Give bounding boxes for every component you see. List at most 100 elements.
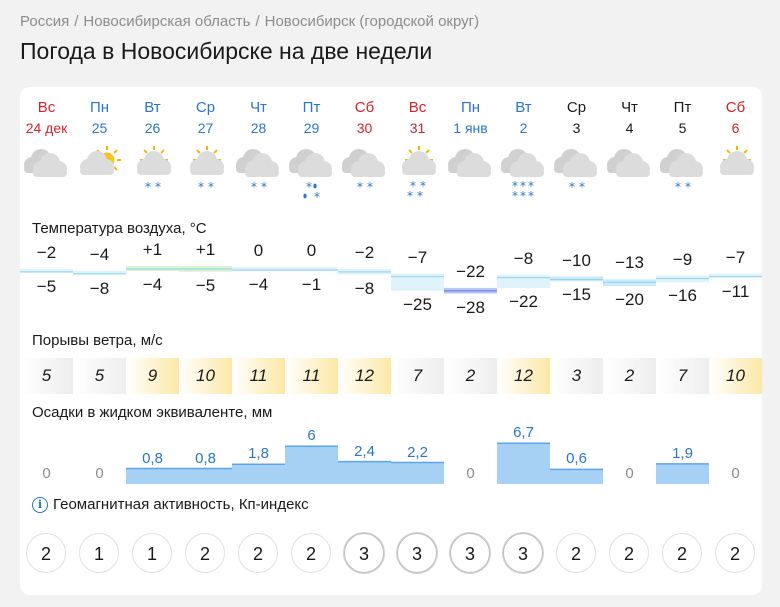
temperature-max: −9 bbox=[672, 249, 693, 269]
day-date: 5 bbox=[678, 120, 687, 136]
svg-text:*: * bbox=[357, 180, 363, 194]
svg-text:*: * bbox=[675, 180, 681, 194]
precipitation-bar bbox=[656, 463, 709, 484]
breadcrumb-separator: / bbox=[255, 13, 260, 30]
precipitation-bar bbox=[391, 462, 444, 484]
sun-cloud-icon bbox=[709, 145, 762, 205]
precipitation-value: 6 bbox=[307, 427, 316, 445]
svg-text:*: * bbox=[145, 180, 151, 194]
svg-text:*: * bbox=[520, 179, 526, 193]
kp-index-badge: 2 bbox=[185, 533, 225, 573]
wind-gust-value: 5 bbox=[73, 358, 126, 394]
breadcrumb-link-russia[interactable]: Россия bbox=[20, 13, 70, 30]
temperature-max: 0 bbox=[306, 241, 317, 260]
precipitation-value: 2,4 bbox=[354, 442, 375, 460]
day-column-header[interactable]: Ср 27 bbox=[179, 99, 232, 137]
temperature-min: −25 bbox=[403, 294, 432, 314]
day-date: 29 bbox=[303, 120, 320, 136]
precipitation-label: Осадки в жидком эквиваленте, мм bbox=[32, 404, 273, 421]
svg-text:*: * bbox=[579, 180, 585, 194]
temperature-min: −4 bbox=[248, 275, 269, 294]
day-column-header[interactable]: Сб 6 bbox=[709, 99, 762, 137]
day-column-header[interactable]: Пт 5 bbox=[656, 99, 709, 137]
day-date: 28 bbox=[250, 120, 267, 136]
kp-index-badge: 2 bbox=[26, 533, 66, 573]
temperature-bar bbox=[709, 273, 762, 278]
precipitation-value: 0,8 bbox=[142, 449, 163, 467]
precipitation-chart bbox=[126, 442, 709, 484]
svg-text:*: * bbox=[155, 180, 161, 194]
day-column-header[interactable]: Вт 2 bbox=[497, 99, 550, 137]
kp-index-badge: 3 bbox=[503, 533, 543, 573]
temperature-min: −11 bbox=[721, 281, 750, 301]
day-column-header[interactable]: Сб 30 bbox=[338, 99, 391, 137]
wind-gust-value: 10 bbox=[179, 358, 232, 394]
svg-text:*: * bbox=[306, 180, 312, 194]
svg-text:*: * bbox=[528, 189, 534, 203]
wind-gust-value: 2 bbox=[603, 358, 656, 394]
wind-gust-value: 7 bbox=[391, 358, 444, 394]
precipitation-bar bbox=[338, 461, 391, 484]
temperature-max: −7 bbox=[407, 247, 428, 267]
day-column-header[interactable]: Чт 4 bbox=[603, 99, 656, 137]
day-column-header[interactable]: Вс 31 bbox=[391, 99, 444, 137]
cloudy-icon: * * * * * * bbox=[497, 145, 550, 205]
temperature-max: +1 bbox=[195, 240, 216, 260]
wind-gust-value: 5 bbox=[20, 358, 73, 394]
precipitation-bar bbox=[550, 469, 603, 484]
day-of-week: Ср bbox=[566, 99, 587, 116]
cloudy-icon bbox=[20, 145, 73, 205]
temperature-bar bbox=[550, 276, 603, 282]
geomagnetic-label: Геомагнитная активность, Кп-индекс bbox=[53, 496, 309, 513]
day-of-week: Пн bbox=[89, 99, 110, 116]
precipitation-value: 0,6 bbox=[566, 450, 587, 468]
temperature-max: −8 bbox=[513, 248, 534, 268]
day-column-header[interactable]: Ср 3 bbox=[550, 99, 603, 137]
cloudy-icon: * * bbox=[656, 145, 709, 205]
svg-text:*: * bbox=[251, 180, 257, 194]
day-column-header[interactable]: Чт 28 bbox=[232, 99, 285, 137]
day-of-week: Вт bbox=[515, 99, 532, 116]
precipitation-value: 1,9 bbox=[672, 444, 693, 462]
temperature-min: −16 bbox=[668, 286, 697, 306]
day-date: 6 bbox=[731, 120, 740, 136]
wind-gust-value: 11 bbox=[285, 358, 338, 394]
day-column-header[interactable]: Пн 25 bbox=[73, 99, 126, 137]
day-column-header[interactable]: Вт 26 bbox=[126, 99, 179, 137]
day-column-header[interactable]: Вс 24 дек bbox=[20, 99, 73, 137]
svg-text:*: * bbox=[407, 189, 413, 203]
precipitation-value: 0 bbox=[466, 465, 475, 482]
temperature-min: −20 bbox=[615, 290, 644, 309]
breadcrumb-link-region[interactable]: Новосибирская область bbox=[83, 13, 251, 30]
day-of-week: Пн bbox=[460, 99, 481, 116]
day-of-week: Вт bbox=[144, 99, 161, 116]
breadcrumb-separator: / bbox=[74, 13, 79, 30]
weather-icons-row: * * * * * * * * * * * * * * * * * * * * * * * * bbox=[20, 145, 762, 209]
temperature-min: −1 bbox=[301, 275, 322, 294]
wind-gust-value: 7 bbox=[656, 358, 709, 394]
temperature-min: −15 bbox=[562, 285, 591, 305]
svg-text:*: * bbox=[512, 189, 518, 203]
svg-text:*: * bbox=[417, 189, 423, 203]
temperature-bar bbox=[391, 273, 444, 291]
svg-text:*: * bbox=[261, 180, 267, 194]
kp-index-badge: 1 bbox=[132, 533, 172, 573]
temperature-bar bbox=[285, 267, 338, 271]
info-icon[interactable]: i bbox=[32, 496, 48, 513]
kp-index-badge: 2 bbox=[238, 533, 278, 573]
breadcrumb-link-city[interactable]: Новосибирск (городской округ) bbox=[264, 13, 480, 30]
kp-index-badge: 2 bbox=[715, 533, 755, 573]
precipitation-bar bbox=[285, 446, 338, 484]
temperature-min: −5 bbox=[195, 275, 216, 295]
day-column-header[interactable]: Пт 29 bbox=[285, 99, 338, 137]
day-column-header[interactable]: Пн 1 янв bbox=[444, 99, 497, 137]
temperature-max: −13 bbox=[615, 253, 644, 273]
svg-text:*: * bbox=[569, 180, 575, 194]
kp-index-badge: 1 bbox=[79, 533, 119, 573]
kp-index-badge: 2 bbox=[291, 533, 331, 573]
precipitation-bar bbox=[497, 443, 550, 484]
temperature-bar bbox=[126, 266, 179, 271]
wind-gust-value: 3 bbox=[550, 358, 603, 394]
precipitation-bar bbox=[126, 468, 179, 484]
day-of-week: Вс bbox=[408, 99, 427, 116]
